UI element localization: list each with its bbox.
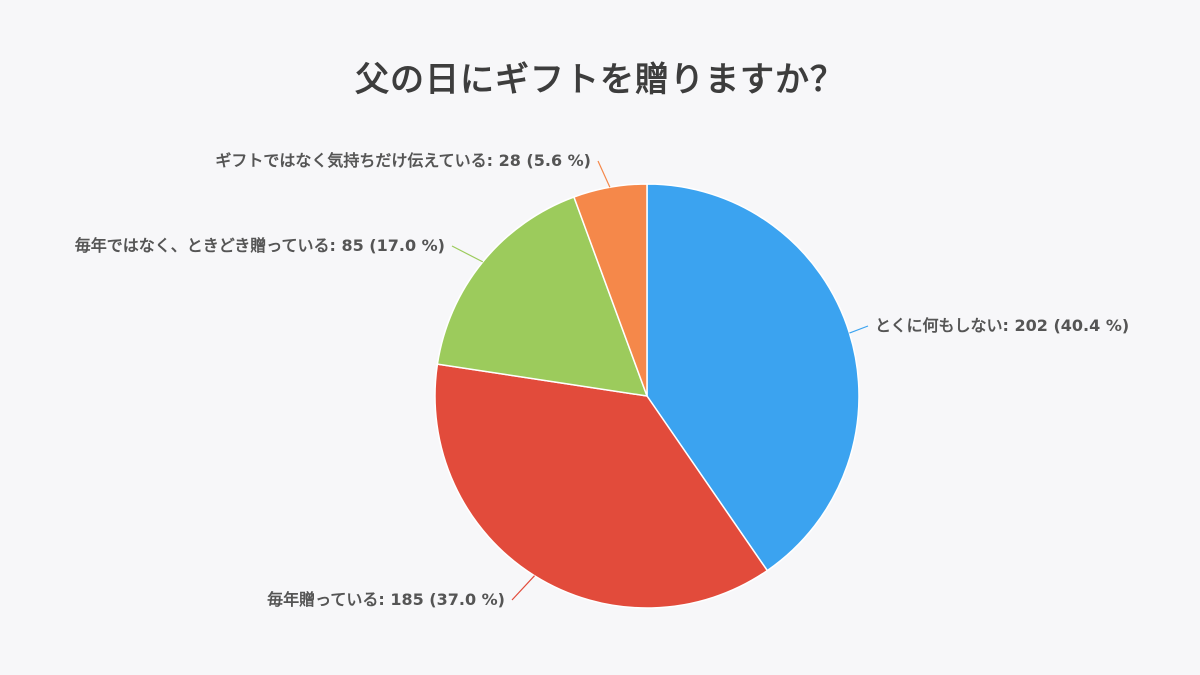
slice-label: 毎年贈っている: 185 (37.0 %): [267, 590, 505, 609]
leader-lines: [451, 160, 869, 601]
slice-label: ギフトではなく気持ちだけ伝えている: 28 (5.6 %): [215, 151, 591, 170]
pie-slices: [434, 183, 860, 609]
pie-slice: [436, 196, 649, 397]
pie-slice: [434, 363, 769, 609]
chart-title: 父の日にギフトを贈りますか？: [355, 60, 845, 100]
leader-line: [511, 575, 535, 601]
leader-line: [451, 245, 484, 263]
leader-line: [597, 160, 611, 188]
leader-line: [849, 325, 869, 334]
pie-slice: [646, 183, 860, 572]
slice-label: 毎年ではなく、ときどき贈っている: 85 (17.0 %): [75, 236, 445, 255]
slice-label: とくに何もしない: 202 (40.4 %): [875, 316, 1129, 335]
pie-slice: [572, 183, 648, 397]
slice-labels: とくに何もしない: 202 (40.4 %) 毎年贈っている: 185 (37.0…: [75, 151, 1129, 609]
